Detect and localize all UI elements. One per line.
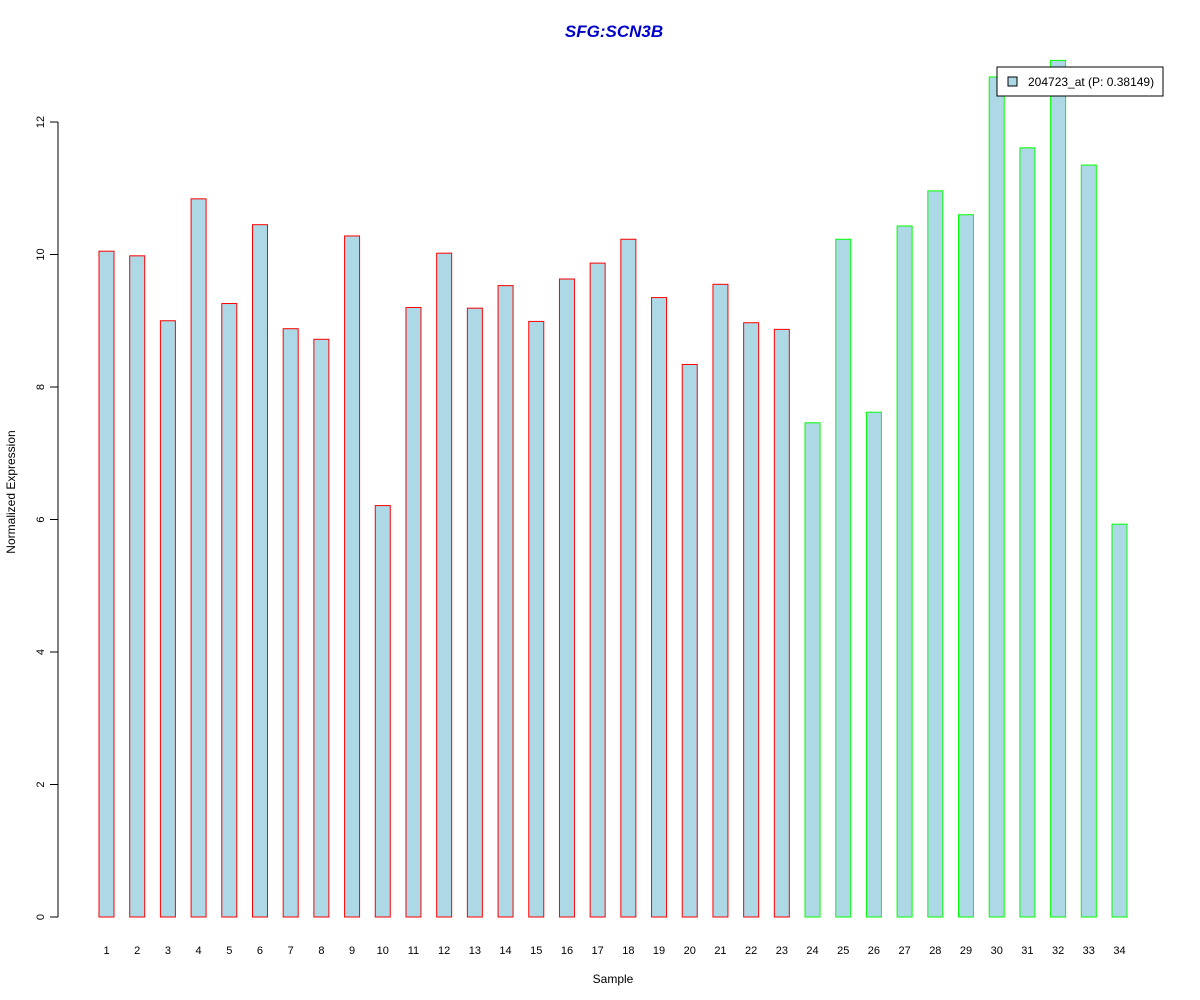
x-tick-label: 33 — [1083, 945, 1095, 957]
bar-sample-7 — [282, 328, 299, 918]
x-tick-label: 12 — [438, 945, 450, 957]
x-tick-label: 28 — [929, 945, 941, 957]
bar-sample-26 — [865, 411, 882, 918]
bar-sample-8 — [313, 338, 330, 918]
bar-sample-17 — [589, 262, 606, 918]
x-tick-label: 18 — [622, 945, 634, 957]
bar-sample-14 — [497, 285, 514, 918]
x-axis-label: Sample — [593, 972, 634, 986]
x-tick-label: 23 — [776, 945, 788, 957]
bar-sample-32 — [1050, 59, 1067, 918]
x-tick-label: 19 — [653, 945, 665, 957]
bar-sample-19 — [651, 297, 668, 918]
x-tick-label: 34 — [1113, 945, 1125, 957]
y-tick-label: 4 — [35, 649, 47, 655]
x-tick-label: 21 — [714, 945, 726, 957]
bar-sample-5 — [221, 303, 238, 918]
bar-sample-33 — [1080, 164, 1097, 918]
bar-sample-9 — [344, 235, 361, 918]
bar-sample-2 — [129, 255, 146, 918]
legend-label: 204723_at (P: 0.38149) — [1028, 75, 1154, 89]
x-tick-label: 5 — [226, 945, 232, 957]
bar-sample-24 — [804, 422, 821, 918]
x-tick-label: 14 — [499, 945, 511, 957]
bars-group — [98, 59, 1128, 918]
legend-swatch — [1007, 76, 1018, 87]
x-tick-label: 3 — [165, 945, 171, 957]
x-tick-label: 2 — [134, 945, 140, 957]
x-tick-label: 27 — [898, 945, 910, 957]
y-tick-label: 0 — [35, 914, 47, 920]
bar-sample-21 — [712, 283, 729, 918]
bar-sample-3 — [159, 320, 176, 918]
x-tick-label: 15 — [530, 945, 542, 957]
y-tick-label: 12 — [35, 116, 47, 128]
bar-sample-11 — [405, 307, 422, 918]
bar-sample-28 — [927, 190, 944, 918]
x-tick-label: 30 — [991, 945, 1003, 957]
x-tick-label: 16 — [561, 945, 573, 957]
bar-sample-20 — [681, 363, 698, 918]
x-tick-label: 26 — [868, 945, 880, 957]
x-tick-label: 11 — [408, 945, 419, 957]
legend: 204723_at (P: 0.38149) — [996, 66, 1164, 97]
x-tick-labels: 1 2 3 4 5 6 7 8 9 10 11 12 13 14 15 16 17 18 19 20 21 22 23 24 2… — [103, 945, 1125, 957]
x-tick-label: 7 — [288, 945, 294, 957]
bar-sample-10 — [374, 505, 391, 918]
bar-sample-31 — [1019, 147, 1036, 918]
bar-sample-13 — [466, 307, 483, 918]
x-tick-label: 6 — [257, 945, 263, 957]
bar-sample-1 — [98, 250, 115, 918]
x-tick-label: 22 — [745, 945, 757, 957]
x-tick-label: 9 — [349, 945, 355, 957]
bar-sample-12 — [436, 252, 453, 918]
y-axis-label: Normalized Expression — [4, 430, 18, 553]
x-tick-label: 1 — [103, 945, 109, 957]
x-tick-label: 29 — [960, 945, 972, 957]
bar-sample-27 — [896, 225, 913, 918]
x-tick-label: 20 — [684, 945, 696, 957]
x-tick-label: 24 — [806, 945, 818, 957]
x-tick-label: 31 — [1021, 945, 1033, 957]
x-tick-label: 4 — [196, 945, 202, 957]
bar-sample-29 — [958, 214, 975, 918]
bar-sample-18 — [620, 238, 637, 918]
y-tick-label: 6 — [35, 516, 47, 522]
bar-sample-34 — [1111, 523, 1128, 918]
y-axis: 0 2 4 6 8 10 12 — [35, 116, 59, 920]
legend-box — [996, 66, 1164, 97]
bar-sample-16 — [558, 278, 575, 918]
x-tick-label: 8 — [318, 945, 324, 957]
y-tick-label: 2 — [35, 781, 47, 787]
bar-sample-25 — [835, 238, 852, 918]
bar-sample-4 — [190, 198, 207, 918]
bar-sample-22 — [743, 322, 760, 918]
y-tick-label: 10 — [35, 248, 47, 260]
bar-sample-23 — [773, 328, 790, 918]
x-tick-label: 32 — [1052, 945, 1064, 957]
x-tick-label: 17 — [592, 945, 604, 957]
chart-title: SFG:SCN3B — [565, 22, 663, 41]
bar-sample-15 — [528, 320, 545, 918]
bar-sample-30 — [988, 76, 1005, 918]
x-tick-label: 10 — [377, 945, 389, 957]
x-tick-label: 25 — [837, 945, 849, 957]
y-tick-label: 8 — [35, 384, 47, 390]
x-tick-label: 13 — [469, 945, 481, 957]
bar-sample-6 — [251, 224, 268, 918]
